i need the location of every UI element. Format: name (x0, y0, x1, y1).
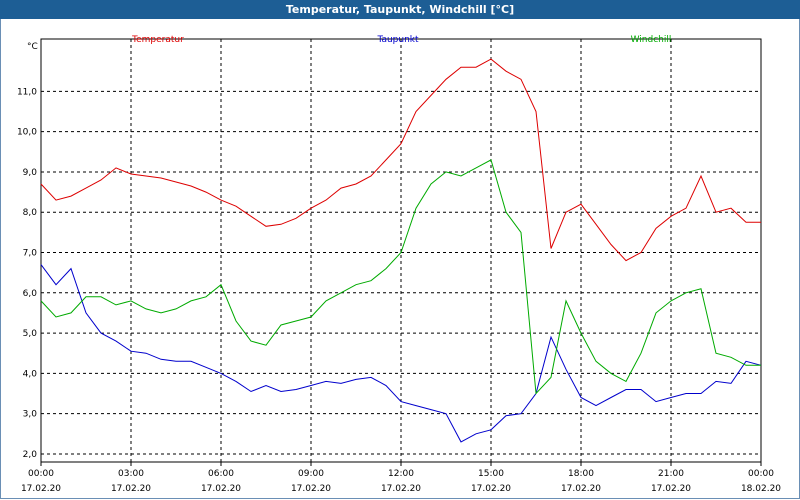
chart-title-bar: Temperatur, Taupunkt, Windchill [°C] (0, 0, 800, 19)
x-tick-time: 21:00 (658, 469, 684, 479)
y-tick-label: 11,0 (17, 87, 37, 97)
x-tick-date: 17.02.20 (291, 484, 331, 494)
y-tick-label: 10,0 (17, 128, 37, 138)
y-tick-label: 5,0 (23, 329, 38, 339)
y-unit-label: °C (27, 42, 38, 52)
chart-frame: 2,0 3,0 4,0 5,0 6,0 7,0 8,0 9,0 10,0 11,0 °C 00:00 1… (0, 19, 800, 499)
x-tick-date: 17.02.20 (21, 484, 61, 494)
y-tick-label: 7,0 (23, 249, 38, 259)
x-tick-time: 15:00 (478, 469, 504, 479)
y-tick-label: 9,0 (23, 168, 38, 178)
x-tick-date: 17.02.20 (111, 484, 151, 494)
y-tick-label: 4,0 (23, 369, 38, 379)
legend-label-windchill: Windchill (631, 35, 672, 45)
series-line-temperatur (40, 58, 761, 262)
x-tick-date: 17.02.20 (381, 484, 421, 494)
line-chart: 2,0 3,0 4,0 5,0 6,0 7,0 8,0 9,0 10,0 11,0 °C 00:00 1… (17, 35, 781, 494)
y-tick-label: 6,0 (23, 289, 38, 299)
x-tick-date: 17.02.20 (561, 484, 601, 494)
legend-label-taupunkt: Taupunkt (376, 35, 419, 45)
legend-label-temperatur: Temperatur (131, 35, 184, 45)
x-tick-time: 12:00 (388, 469, 414, 479)
x-tick-time: 00:00 (748, 469, 774, 479)
x-tick-date: 17.02.20 (471, 484, 511, 494)
y-tick-label: 3,0 (23, 410, 38, 420)
series-line-taupunkt (40, 264, 762, 443)
x-tick-time: 09:00 (298, 469, 324, 479)
x-tick-time: 06:00 (208, 469, 234, 479)
x-tick-date: 17.02.20 (651, 484, 691, 494)
x-tick-time: 00:00 (28, 469, 54, 479)
y-tick-label: 2,0 (23, 450, 38, 460)
x-tick-time: 18:00 (568, 469, 594, 479)
y-tick-label: 8,0 (23, 208, 38, 218)
series-line-windchill (40, 159, 761, 395)
x-tick-date: 17.02.20 (201, 484, 241, 494)
x-tick-date: 18.02.20 (741, 484, 781, 494)
x-tick-time: 03:00 (118, 469, 144, 479)
